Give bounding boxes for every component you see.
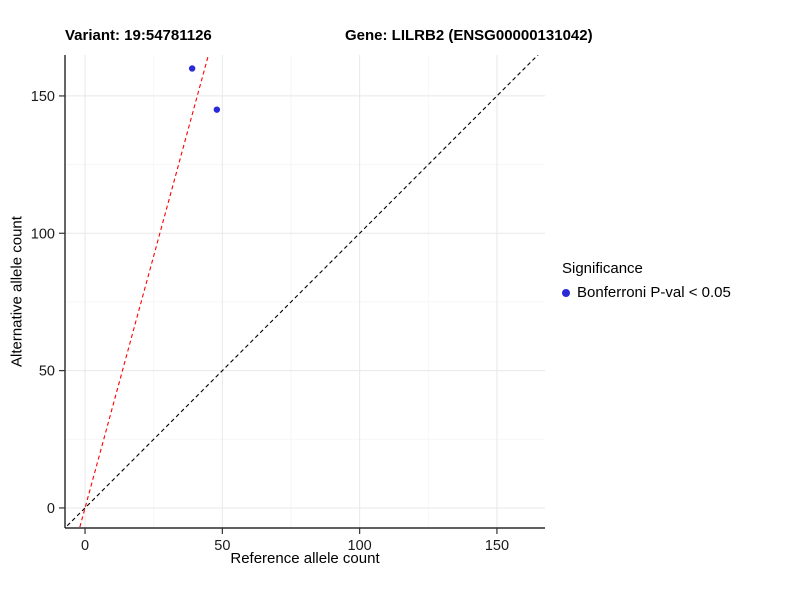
x-axis-label: Reference allele count (230, 550, 380, 567)
plot-title-variant: Variant: 19:54781126 (65, 27, 212, 44)
svg-text:150: 150 (485, 538, 509, 554)
grid-minor (65, 55, 545, 528)
y-axis-label: Alternative allele count (8, 216, 26, 367)
plot-title-gene: Gene: LILRB2 (ENSG00000131042) (345, 27, 593, 44)
legend-item-label: Bonferroni P-val < 0.05 (577, 284, 731, 301)
svg-text:50: 50 (214, 538, 230, 554)
svg-text:0: 0 (47, 501, 55, 517)
legend-title: Significance (562, 260, 643, 277)
x-axis-ticks: 0 50 100 150 (81, 528, 509, 554)
y-axis-ticks: 0 50 100 150 (31, 89, 65, 517)
grid-major (65, 55, 545, 528)
svg-text:0: 0 (81, 538, 89, 554)
legend: Significance Bonferroni P-val < 0.05 (562, 260, 731, 301)
svg-text:100: 100 (348, 538, 372, 554)
legend-point-icon (562, 288, 570, 297)
svg-text:150: 150 (31, 89, 55, 105)
reference-lines (65, 55, 539, 528)
fit-line (79, 55, 209, 528)
svg-text:50: 50 (39, 364, 55, 380)
identity-line (65, 55, 539, 528)
svg-text:100: 100 (31, 226, 55, 242)
legend-item: Bonferroni P-val < 0.05 (562, 284, 731, 301)
data-points (188, 65, 221, 113)
